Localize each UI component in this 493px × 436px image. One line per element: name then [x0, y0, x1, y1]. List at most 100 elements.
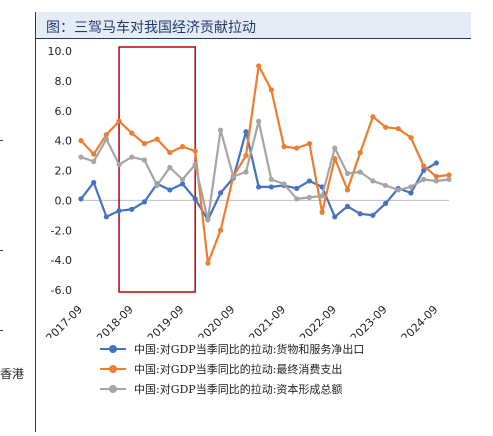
series-1-point	[446, 172, 452, 178]
x-tick-label: 2022-09	[297, 303, 339, 338]
series-0-point	[167, 187, 173, 193]
series-1-point	[154, 136, 160, 142]
series-1-point	[294, 145, 300, 151]
legend-line-consumption	[100, 365, 126, 373]
series-2-point	[103, 136, 109, 142]
series-2-point	[268, 176, 274, 183]
legend-marker-consumption	[109, 365, 117, 373]
series-1-point	[319, 209, 325, 215]
series-2-point	[332, 145, 338, 151]
series-0-point	[357, 211, 363, 217]
series-2-point	[91, 158, 97, 165]
series-0-point	[382, 200, 389, 206]
left-tick-mark	[0, 330, 3, 331]
series-1-point	[167, 149, 173, 156]
series-2-point	[382, 182, 389, 189]
series-1-point	[141, 141, 148, 147]
series-line-0	[80, 130, 437, 221]
series-1-point	[357, 149, 363, 156]
y-tick-label: -2.0	[51, 224, 72, 237]
y-tick-label: 6.0	[55, 105, 73, 118]
legend-label-capital: 中国:对GDP当季同比的拉动:资本形成总额	[134, 383, 343, 396]
series-1-point	[382, 124, 389, 130]
series-1-point	[344, 187, 351, 193]
series-2-point	[205, 217, 211, 223]
series-2-point	[433, 178, 439, 184]
series-2-point	[408, 184, 414, 190]
series-1-point	[91, 151, 97, 157]
series-1-point	[103, 132, 109, 138]
series-0-point	[421, 167, 427, 174]
series-1-point	[306, 141, 313, 147]
x-tick-label: 2018-09	[94, 303, 136, 338]
series-2-point	[306, 194, 313, 200]
series-0-point	[129, 206, 135, 212]
series-2-point	[344, 170, 351, 177]
series-2-point	[230, 173, 236, 180]
series-2-point	[256, 118, 262, 124]
series-0-point	[256, 184, 262, 190]
series-2-point	[141, 157, 148, 163]
series-0-point	[192, 196, 198, 202]
series-0-point	[103, 214, 109, 220]
series-2-point	[357, 169, 363, 175]
series-2-point	[116, 161, 122, 168]
x-tick-label: 2024-09	[399, 303, 441, 338]
left-tick-mark	[0, 250, 3, 251]
series-1-point	[421, 163, 427, 169]
series-0-point	[78, 196, 84, 202]
series-0-point	[294, 185, 300, 192]
y-tick-label: -4.0	[51, 254, 72, 267]
series-0-point	[179, 181, 186, 187]
legend-marker-net-exports	[109, 345, 117, 353]
series-line-1	[80, 64, 450, 265]
figure-title: 图：三驾马车对我国经济贡献拉动	[46, 20, 256, 36]
series-0-point	[370, 212, 376, 218]
series-2-point	[78, 154, 84, 160]
series-1-point	[256, 63, 262, 69]
legend-marker-capital	[109, 385, 117, 393]
series-1-point	[129, 130, 135, 136]
series-2-point	[179, 176, 186, 183]
series-2-point	[446, 176, 452, 183]
series-2-point	[154, 182, 160, 189]
y-tick-label: 8.0	[55, 75, 73, 88]
panel-divider	[35, 12, 36, 432]
x-tick-label: 2019-09	[145, 303, 187, 338]
series-0-point	[141, 199, 148, 205]
y-tick-label: 10.0	[48, 45, 73, 58]
series-2-point	[281, 181, 287, 187]
left-tick-mark	[0, 140, 3, 141]
legend-label-net-exports: 中国:对GDP当季同比的拉动:货物和服务净出口	[134, 343, 365, 356]
series-2-point	[421, 176, 427, 183]
series-1-point	[395, 126, 401, 132]
series-2-point	[129, 154, 135, 160]
figure-title-bar: 图：三驾马车对我国经济贡献拉动	[36, 12, 471, 39]
series-1-point	[370, 114, 376, 120]
y-tick-label: 4.0	[55, 135, 73, 148]
series-1-point	[408, 135, 414, 141]
chart-legend: 中国:对GDP当季同比的拉动:货物和服务净出口 中国:对GDP当季同比的拉动:最…	[100, 339, 364, 399]
series-0-point	[116, 208, 122, 214]
series-0-point	[332, 214, 338, 220]
series-1-point	[116, 118, 122, 124]
series-2-point	[192, 161, 198, 168]
legend-line-capital	[100, 385, 126, 393]
y-tick-label: -6.0	[51, 284, 72, 297]
series-1-point	[268, 87, 274, 93]
series-1-point	[217, 227, 224, 233]
series-1-point	[243, 152, 249, 159]
series-2-point	[294, 196, 300, 202]
series-2-point	[243, 169, 249, 175]
series-1-point	[433, 173, 439, 180]
legend-item-consumption: 中国:对GDP当季同比的拉动:最终消费支出	[100, 359, 364, 379]
series-0-point	[306, 178, 313, 184]
left-panel: 香港	[0, 0, 36, 436]
series-2-point	[217, 127, 224, 133]
series-0-point	[217, 190, 224, 196]
x-tick-label: 2021-09	[246, 303, 288, 338]
series-1-point	[205, 260, 211, 266]
x-tick-label: 2023-09	[348, 303, 390, 338]
x-tick-label: 2020-09	[196, 303, 238, 338]
series-2-point	[319, 193, 325, 199]
